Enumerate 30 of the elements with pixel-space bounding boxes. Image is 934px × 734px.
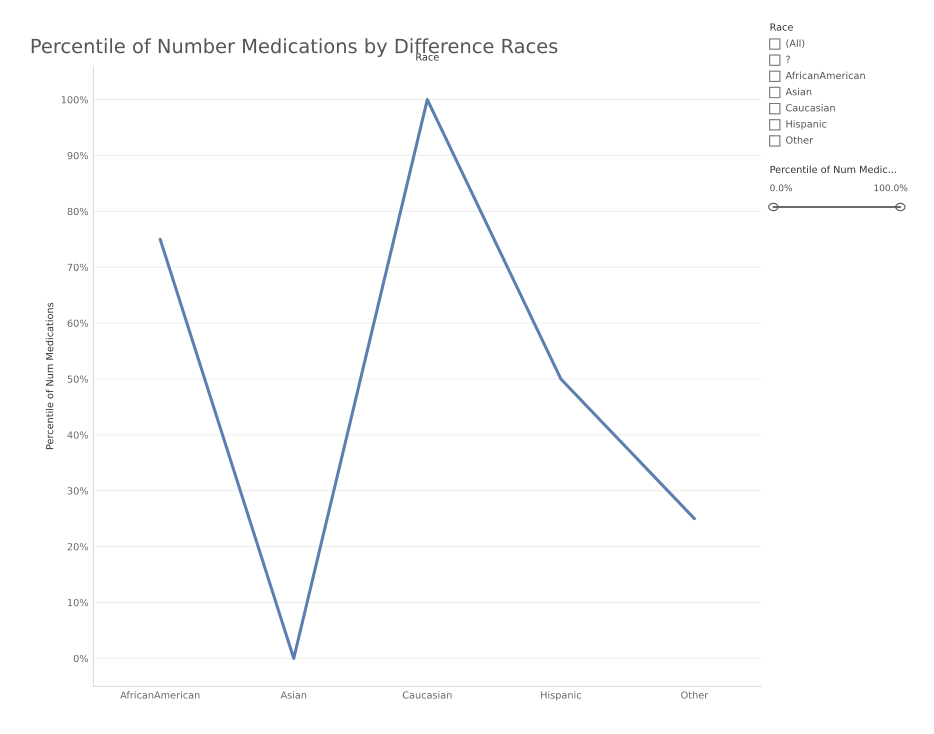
text: 100.0% <box>874 184 908 192</box>
y-tick-label: 30% <box>68 487 88 495</box>
y-tick-label: 50% <box>68 375 88 383</box>
y-tick-label: 60% <box>68 320 88 327</box>
x-tick-label: Hispanic <box>541 691 581 701</box>
y-tick-label: 100% <box>62 96 88 104</box>
y-tick-label: 90% <box>68 152 88 160</box>
y-tick-label: 70% <box>68 264 88 272</box>
text: AfricanAmerican <box>786 72 865 80</box>
x-tick-label: Caucasian <box>402 691 452 699</box>
text: Asian <box>786 88 812 96</box>
text: Hispanic <box>786 120 826 130</box>
x-tick-label: AfricanAmerican <box>120 691 200 699</box>
y-tick-label: 40% <box>67 431 88 439</box>
x-axis-title: Race <box>416 53 439 61</box>
text: (All) <box>786 39 804 48</box>
line-series <box>158 98 696 660</box>
text: 0.0% <box>770 184 792 192</box>
y-tick-label: 0% <box>74 654 88 662</box>
text: Race <box>770 23 793 31</box>
text: ? <box>786 56 790 63</box>
x-tick-label: Other <box>681 691 708 699</box>
y-tick-label: 20% <box>68 543 88 550</box>
text: Other <box>786 136 814 144</box>
x-tick-label: Asian <box>280 691 306 699</box>
text: Percentile of Num Medic... <box>770 166 896 174</box>
text: Caucasian <box>786 104 835 112</box>
y-axis-title: Percentile of Num Medications <box>46 302 54 450</box>
y-tick-label: 10% <box>68 598 88 606</box>
y-tick-label: 80% <box>68 208 88 216</box>
